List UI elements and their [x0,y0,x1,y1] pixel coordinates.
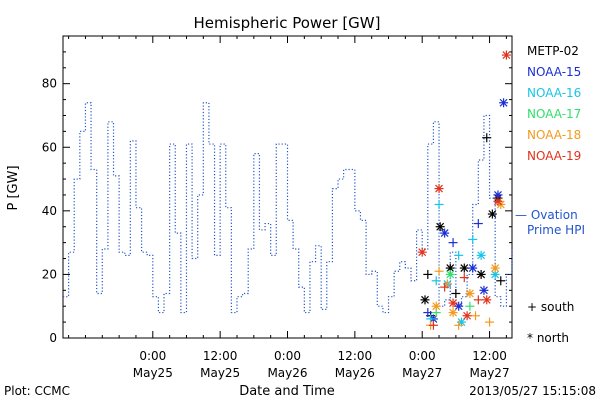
plot-timestamp: 2013/05/27 15:15:08 [469,384,596,398]
y-tick-label: 40 [42,204,57,218]
point-noaa-17-south [465,301,475,311]
point-noaa-18-north [465,288,475,298]
point-noaa-19-north [482,295,492,305]
point-metp-02-north [420,295,430,305]
point-noaa-16-south [454,250,464,260]
point-noaa-17-north [445,269,455,279]
point-noaa-18-north [490,263,500,273]
point-noaa-15-north [468,263,478,273]
point-noaa-15-north [499,98,509,108]
legend-item-noaa-17: NOAA-17 [527,107,581,121]
point-noaa-16-south [468,234,478,244]
y-axis: 0 20 40 60 80 [42,35,512,345]
point-noaa-15-south [448,238,458,248]
x-tick-date-label: May25 [133,366,173,380]
point-noaa-15-north [479,285,489,295]
x-tick-date-label: May27 [402,366,442,380]
x-tick-time-label: 12:00 [203,349,238,363]
point-metp-02-south [482,133,492,143]
y-tick-label: 0 [49,331,57,345]
legend-item-noaa-18: NOAA-18 [527,128,581,142]
x-tick-date-label: May26 [267,366,307,380]
point-noaa-18-south [434,266,444,276]
satellite-points [417,50,511,330]
x-tick-time-label: 0:00 [409,349,436,363]
legend-ovation-label-line1: — Ovation [515,208,578,222]
plot-credit: Plot: CCMC [4,384,70,398]
point-noaa-19-north [493,196,503,206]
point-metp-02-south [496,276,506,286]
point-metp-02-north [476,269,486,279]
x-tick-date-label: May27 [470,366,510,380]
x-axis-label: Date and Time [239,384,335,399]
point-noaa-19-south [459,273,469,283]
x-tick-date-label: May25 [200,366,240,380]
chart-title: Hemispheric Power [GW] [194,14,381,32]
point-noaa-18-south [485,317,495,327]
point-metp-02-north [487,209,497,219]
x-tick-date-label: May26 [335,366,375,380]
legend-south-label: + south [527,300,574,314]
x-axis: 0:00 May25 12:00 May25 0:00 May26 12:00 May26 0:… [68,36,510,380]
point-noaa-19-south [428,320,438,330]
point-noaa-18-south [471,311,481,321]
point-metp-02-north [435,222,445,232]
point-noaa-19-south [473,295,483,305]
y-tick-label: 20 [42,267,57,281]
point-noaa-19-north [434,184,444,194]
x-tick-time-label: 12:00 [338,349,373,363]
point-metp-02-north [459,263,469,273]
legend-item-noaa-16: NOAA-16 [527,86,581,100]
legend-item-noaa-15: NOAA-15 [527,65,581,79]
point-noaa-18-north [448,308,458,318]
y-tick-label: 60 [42,140,57,154]
point-metp-02-south [423,269,433,279]
point-noaa-19-south [440,282,450,292]
legend-ovation-label-line2: Prime HPI [527,223,585,237]
point-noaa-19-north [462,311,472,321]
point-noaa-19-north [501,50,511,60]
y-tick-label: 80 [42,77,57,91]
point-noaa-16-south [434,199,444,209]
legend: METP-02 NOAA-15 NOAA-16 NOAA-17 NOAA-18 NOAA-… [515,44,585,345]
point-noaa-15-south [473,219,483,229]
x-tick-time-label: 0:00 [139,349,166,363]
point-metp-02-south [451,288,461,298]
point-noaa-19-north [417,247,427,257]
point-noaa-15-north [440,228,450,238]
point-noaa-16-north [476,250,486,260]
legend-north-label: * north [527,331,569,345]
point-noaa-19-north [448,298,458,308]
point-noaa-18-north [431,301,441,311]
point-noaa-18-south [454,320,464,330]
point-noaa-15-south [423,308,433,318]
y-axis-label: P [GW] [6,165,21,210]
point-noaa-16-south [431,276,441,286]
legend-item-noaa-19: NOAA-19 [527,149,581,163]
legend-item-metp-02: METP-02 [527,44,579,58]
x-tick-time-label: 0:00 [274,349,301,363]
x-tick-time-label: 12:00 [472,349,507,363]
